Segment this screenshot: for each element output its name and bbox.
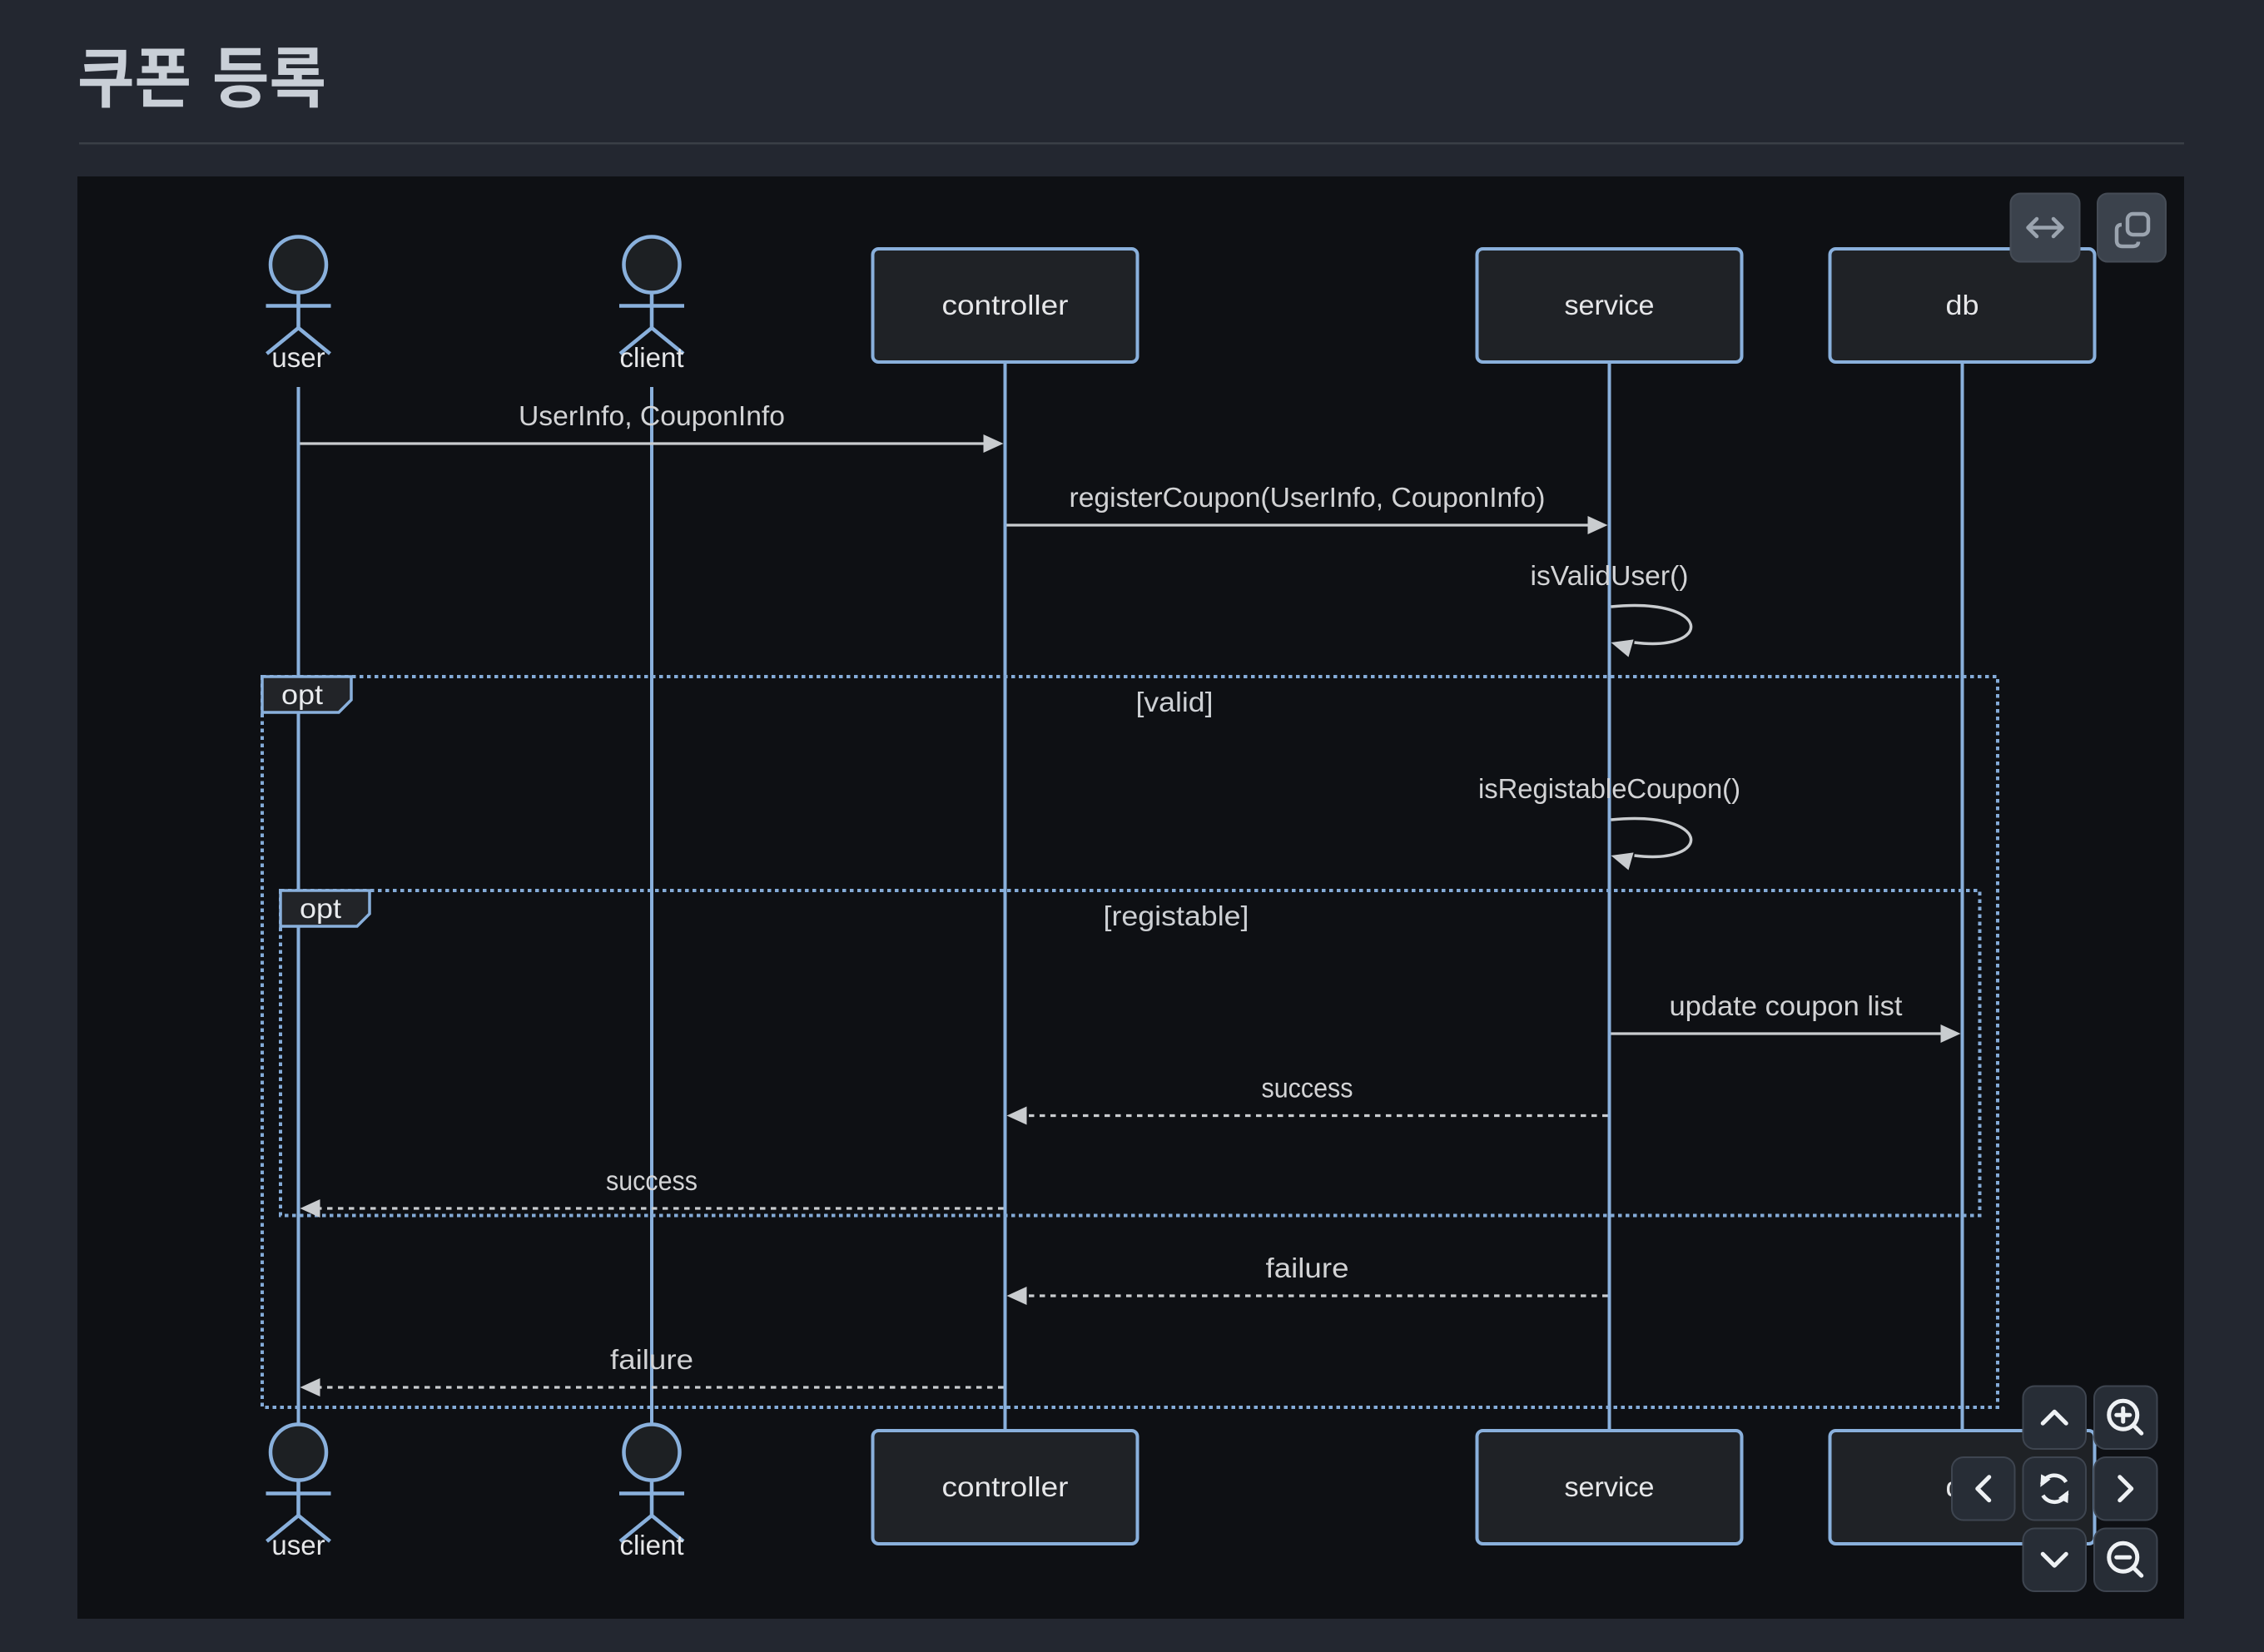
svg-text:db: db <box>1946 290 1979 320</box>
svg-text:isRegistableCoupon(): isRegistableCoupon() <box>1478 773 1740 804</box>
svg-text:[valid]: [valid] <box>1136 687 1214 717</box>
svg-text:failure: failure <box>1266 1253 1349 1283</box>
svg-text:UserInfo, CouponInfo: UserInfo, CouponInfo <box>519 400 785 431</box>
svg-text:success: success <box>606 1165 698 1196</box>
svg-text:opt: opt <box>300 893 341 924</box>
svg-text:controller: controller <box>942 290 1069 320</box>
svg-text:user: user <box>271 342 325 373</box>
svg-text:service: service <box>1565 290 1655 320</box>
svg-text:success: success <box>1262 1073 1353 1104</box>
svg-text:client: client <box>619 342 683 373</box>
svg-text:user: user <box>271 1530 325 1560</box>
svg-text:failure: failure <box>610 1344 693 1375</box>
svg-text:[registable]: [registable] <box>1104 900 1249 931</box>
svg-text:controller: controller <box>942 1471 1069 1502</box>
svg-text:client: client <box>619 1530 683 1560</box>
svg-text:service: service <box>1565 1471 1655 1502</box>
svg-text:registerCoupon(UserInfo, Coupo: registerCoupon(UserInfo, CouponInfo) <box>1070 482 1546 513</box>
svg-text:opt: opt <box>281 679 323 710</box>
svg-text:update coupon list: update coupon list <box>1670 990 1903 1021</box>
svg-text:isValidUser(): isValidUser() <box>1531 560 1689 591</box>
